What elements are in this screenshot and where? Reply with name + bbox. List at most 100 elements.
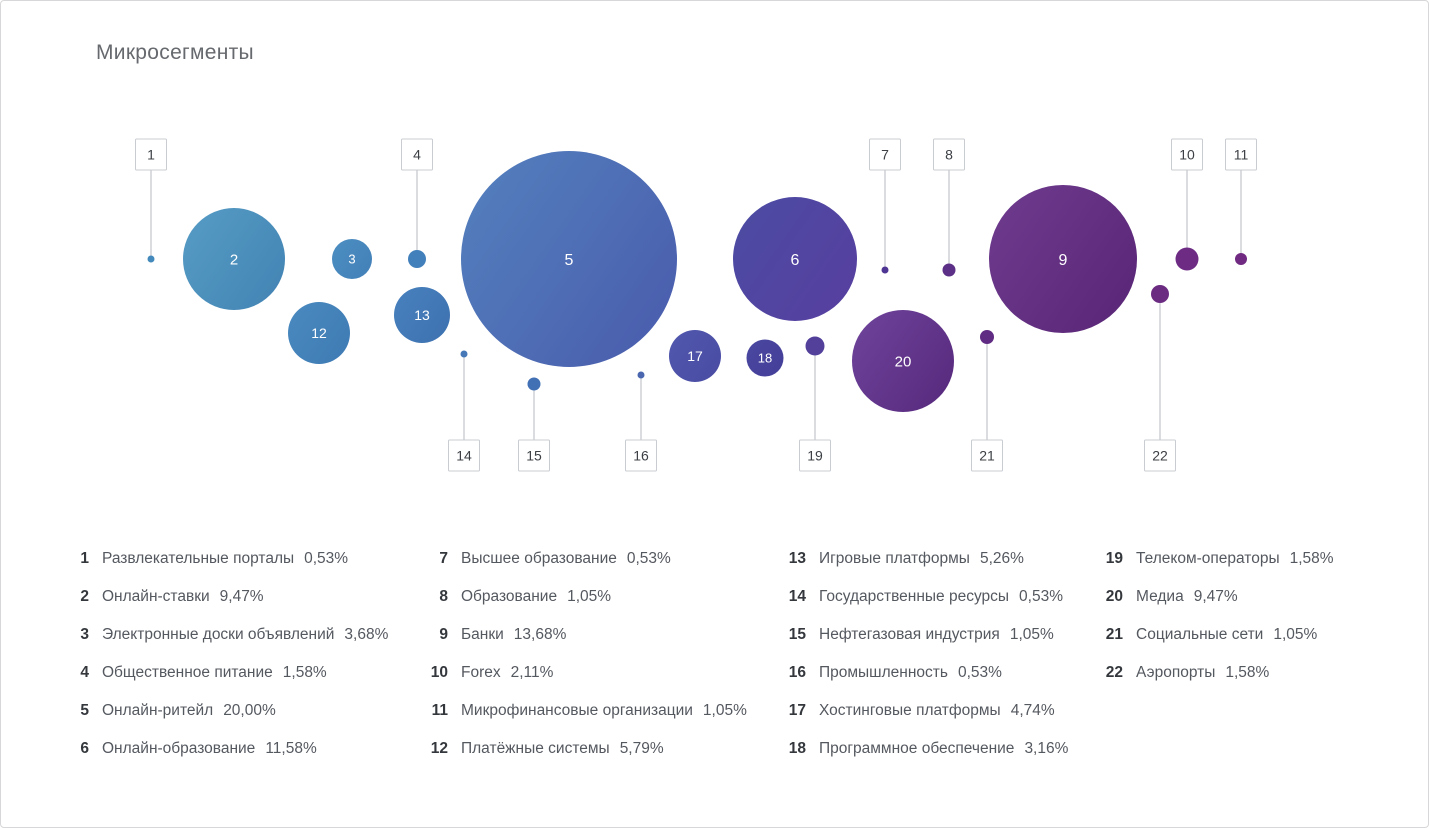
bubble-8[interactable]	[942, 263, 956, 277]
legend-item-label: Аэропорты	[1136, 664, 1216, 681]
legend-item-number: 11	[431, 702, 448, 719]
legend-item-19: 19 Телеком-операторы 1,58%	[1097, 550, 1334, 568]
legend-item-7: 7 Высшее образование 0,53%	[422, 550, 671, 568]
legend-item-label: Социальные сети	[1136, 626, 1264, 643]
legend-item-number: 10	[430, 664, 448, 681]
callout-box-22	[1144, 439, 1176, 472]
legend-item-value: 3,16%	[1024, 740, 1069, 757]
legend-item-2: 2 Онлайн-ставки 9,47%	[63, 588, 264, 606]
legend-item-value: 3,68%	[344, 626, 389, 643]
legend-item-label: Микрофинансовые организации	[461, 702, 693, 719]
callout-box-21	[971, 439, 1003, 472]
legend-item-value: 1,58%	[282, 664, 327, 681]
bubble-21[interactable]	[980, 330, 994, 344]
bubble-16[interactable]	[637, 371, 645, 379]
bubble-6[interactable]	[733, 197, 857, 321]
legend-item-number: 18	[788, 740, 806, 757]
legend-item-22: 22 Аэропорты 1,58%	[1097, 664, 1270, 682]
legend-item-value: 1,05%	[567, 588, 612, 605]
bubble-17[interactable]	[669, 330, 721, 382]
bubble-label-17: 17	[687, 348, 703, 364]
legend-item-number: 9	[439, 626, 448, 643]
callout-number-21: 21	[979, 448, 995, 464]
bubble-22[interactable]	[1151, 285, 1169, 303]
callout-number-11: 11	[1234, 147, 1249, 163]
legend-item-value: 20,00%	[223, 702, 276, 719]
bubble-19[interactable]	[805, 336, 825, 356]
legend-item-8: 8 Образование 1,05%	[422, 588, 611, 606]
bubble-label-20: 20	[895, 353, 912, 370]
bubble-18[interactable]	[746, 339, 784, 377]
callout-number-1: 1	[147, 147, 155, 163]
legend-item-label: Образование	[461, 588, 558, 605]
legend-item-value: 4,74%	[1010, 702, 1055, 719]
legend-item-12: 12 Платёжные системы 5,79%	[422, 740, 664, 758]
legend-item-value: 2,11%	[510, 664, 554, 681]
legend-item-value: 9,47%	[219, 588, 264, 605]
bubble-7[interactable]	[881, 266, 889, 274]
bubble-9[interactable]	[989, 185, 1137, 333]
legend-item-10: 10 Forex 2,11%	[422, 664, 554, 682]
bubble-label-9: 9	[1059, 252, 1068, 269]
legend-item-value: 0,53%	[304, 550, 349, 567]
callout-box-8	[933, 138, 965, 171]
bubble-4[interactable]	[408, 250, 426, 268]
legend-item-label: Развлекательные порталы	[102, 550, 295, 567]
bubble-14[interactable]	[460, 350, 468, 358]
legend-item-value: 1,05%	[1273, 626, 1318, 643]
legend-item-label: Хостинговые платформы	[819, 702, 1001, 719]
legend-item-label: Программное обеспечение	[819, 740, 1015, 757]
legend-item-label: Промышленность	[819, 664, 948, 681]
bubble-label-6: 6	[791, 252, 800, 269]
bubble-13[interactable]	[394, 287, 450, 343]
bubble-1[interactable]	[147, 255, 155, 263]
legend-item-5: 5 Онлайн-ритейл 20,00%	[63, 702, 276, 720]
legend-item-number: 19	[1105, 550, 1123, 567]
callout-number-19: 19	[807, 448, 823, 464]
bubble-label-3: 3	[348, 252, 355, 267]
callout-box-11	[1225, 138, 1257, 171]
legend-item-value: 5,79%	[619, 740, 664, 757]
callout-box-1	[135, 138, 167, 171]
legend-item-number: 6	[80, 740, 89, 757]
callout-number-7: 7	[881, 147, 889, 163]
bubble-20[interactable]	[852, 310, 954, 412]
legend-item-number: 20	[1105, 588, 1123, 605]
legend-item-number: 16	[788, 664, 806, 681]
legend-item-label: Банки	[461, 626, 504, 643]
bubble-2[interactable]	[183, 208, 285, 310]
legend-item-value: 1,05%	[702, 702, 747, 719]
legend-item-number: 13	[788, 550, 806, 567]
callout-box-19	[799, 439, 831, 472]
legend-item-label: Онлайн-ритейл	[102, 702, 214, 719]
legend-item-value: 0,53%	[957, 664, 1002, 681]
bubble-11[interactable]	[1235, 253, 1247, 265]
legend-item-label: Forex	[461, 664, 501, 681]
legend-item-number: 3	[80, 626, 89, 643]
legend-item-number: 22	[1105, 664, 1123, 681]
bubble-3[interactable]	[332, 239, 372, 279]
legend-item-value: 9,47%	[1193, 588, 1238, 605]
bubble-10[interactable]	[1175, 247, 1199, 271]
legend-item-value: 0,53%	[626, 550, 671, 567]
callout-number-14: 14	[456, 448, 472, 464]
legend-item-label: Высшее образование	[461, 550, 617, 567]
callout-number-8: 8	[945, 147, 953, 163]
legend-item-1: 1 Развлекательные порталы 0,53%	[63, 550, 348, 568]
legend-item-label: Телеком-операторы	[1136, 550, 1280, 567]
legend-item-number: 2	[80, 588, 89, 605]
bubble-12[interactable]	[288, 302, 350, 364]
legend-item-number: 14	[788, 588, 806, 605]
bubble-5[interactable]	[461, 151, 677, 367]
callout-box-10	[1171, 138, 1203, 171]
legend-item-number: 4	[80, 664, 89, 681]
bubble-15[interactable]	[527, 377, 541, 391]
legend-item-number: 21	[1105, 626, 1123, 643]
callout-box-16	[625, 439, 657, 472]
callout-number-15: 15	[526, 448, 542, 464]
legend-item-label: Медиа	[1136, 588, 1184, 605]
bubble-label-13: 13	[414, 307, 430, 323]
legend-item-value: 5,26%	[979, 550, 1024, 567]
bubble-label-12: 12	[311, 325, 327, 341]
